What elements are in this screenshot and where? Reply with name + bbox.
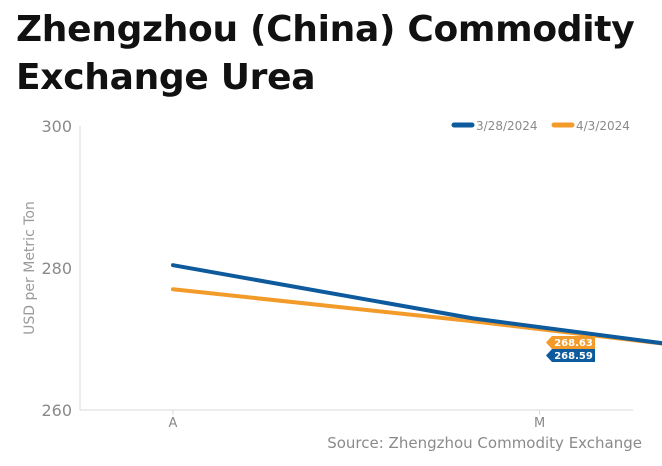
end-label-box: [546, 349, 595, 362]
y-tick-label: 260: [41, 401, 72, 420]
chart-series: [171, 263, 662, 346]
y-tick-label: 280: [41, 259, 72, 278]
chart-title-line-1: Zhengzhou (China) Commodity: [16, 9, 635, 50]
x-tick-label: M: [534, 416, 545, 431]
chart-end-labels: 268.63 268.59: [546, 336, 595, 362]
chart-legend: 3/28/2024 4/3/2024: [451, 119, 630, 133]
end-label-value: 268.63: [554, 338, 593, 349]
y-axis-label: USD per Metric Ton: [22, 201, 38, 335]
chart-title-line-2: Exchange Urea: [16, 57, 316, 98]
x-tick-label: A: [169, 416, 178, 431]
end-label-value: 268.59: [554, 351, 593, 362]
chart-title: Zhengzhou (China) Commodity Exchange Ure…: [16, 6, 646, 102]
legend-label: 3/28/2024: [476, 119, 538, 133]
chart-axes: 260280300AMJUSD per Metric Ton: [22, 117, 633, 431]
end-label-box: [546, 336, 595, 349]
y-tick-label: 300: [41, 117, 72, 136]
source-note: Source: Zhengzhou Commodity Exchange: [327, 434, 642, 452]
legend-label: 4/3/2024: [576, 119, 630, 133]
series-line: [171, 263, 662, 346]
